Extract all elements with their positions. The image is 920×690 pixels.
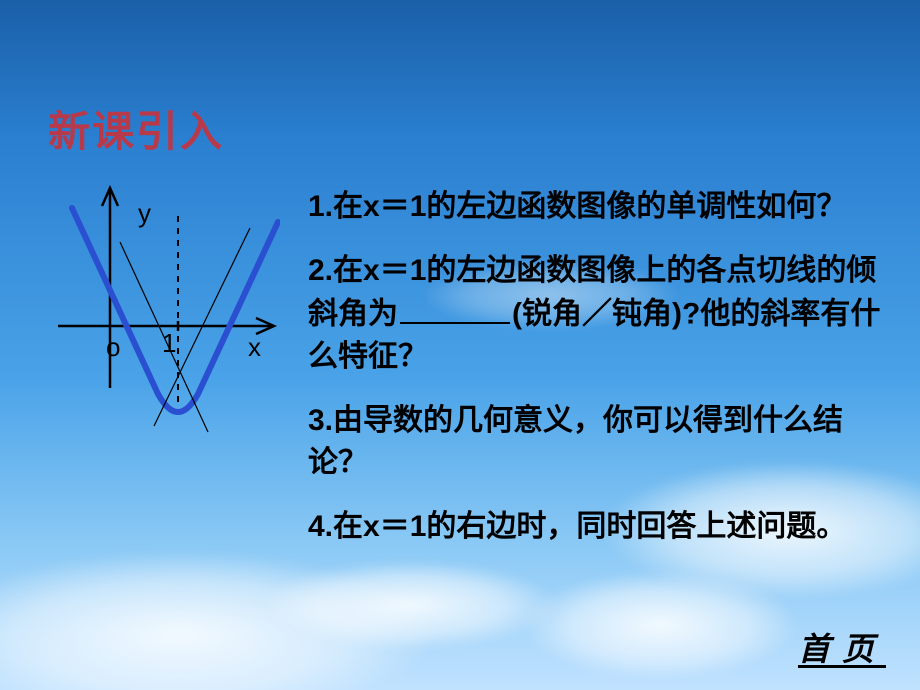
q2-eq: x＝1 bbox=[363, 254, 426, 287]
q1-eq: x＝1 bbox=[363, 190, 426, 223]
question-1: 1.在x＝1的左边函数图像的单调性如何？ bbox=[308, 186, 898, 228]
q3-num: 3. bbox=[308, 404, 333, 437]
q4-eq: x＝1 bbox=[363, 510, 426, 543]
q4-num: 4. bbox=[308, 510, 333, 543]
q4-post: 的右边时，同时回答上述问题。 bbox=[426, 510, 846, 543]
axis-label-x: x bbox=[248, 332, 261, 363]
question-list: 1.在x＝1的左边函数图像的单调性如何？ 2.在x＝1的左边函数图像上的各点切线… bbox=[308, 186, 898, 570]
q2-paren-close: )? bbox=[672, 298, 700, 331]
q2-opts: 锐角／钝角 bbox=[522, 298, 672, 331]
axis-label-y: y bbox=[138, 198, 151, 229]
q2-paren-open: ( bbox=[512, 298, 522, 331]
q1-num: 1. bbox=[308, 190, 333, 223]
cloud-decoration bbox=[260, 560, 560, 650]
home-link[interactable]: 首页 bbox=[798, 624, 886, 670]
question-4: 4.在x＝1的右边时，同时回答上述问题。 bbox=[308, 506, 898, 548]
axis-tick-1: 1 bbox=[162, 328, 176, 359]
cloud-decoration bbox=[520, 570, 800, 680]
function-graph: y x o 1 bbox=[50, 178, 280, 478]
q2-pre: 在 bbox=[333, 254, 363, 287]
q4-pre: 在 bbox=[333, 510, 363, 543]
question-3: 3.由导数的几何意义，你可以得到什么结论？ bbox=[308, 400, 898, 484]
q1-pre: 在 bbox=[333, 190, 363, 223]
q2-num: 2. bbox=[308, 254, 333, 287]
q1-post: 的左边函数图像的单调性如何？ bbox=[426, 190, 846, 223]
axis-label-origin: o bbox=[106, 332, 120, 363]
slide-title: 新课引入 bbox=[48, 98, 224, 159]
q3-text: 由导数的几何意义，你可以得到什么结论？ bbox=[308, 404, 843, 479]
fill-blank bbox=[400, 292, 510, 324]
question-2: 2.在x＝1的左边函数图像上的各点切线的倾斜角为(锐角／钝角)?他的斜率有什么特… bbox=[308, 250, 898, 378]
